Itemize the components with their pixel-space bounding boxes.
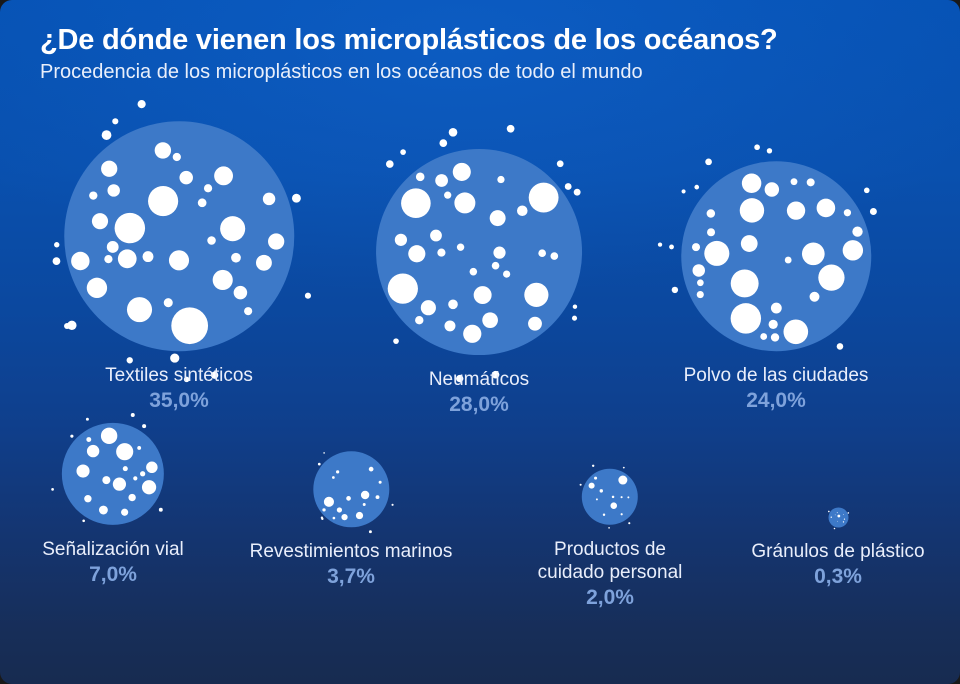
bubble-value: 28,0%: [449, 393, 509, 416]
bubble-label: Textiles sintéticos: [105, 365, 253, 386]
page-title: ¿De dónde vienen los microplásticos de l…: [40, 24, 778, 56]
bubble-value: 2,0%: [586, 586, 634, 609]
bubble-value: 0,3%: [814, 565, 862, 588]
bubble-label: Revestimientos marinos: [249, 541, 453, 562]
bubble-value: 24,0%: [746, 389, 806, 412]
bubble-label-block-productos-de-cuidado-personal: Productos de cuidado personal 2,0%: [520, 538, 700, 610]
bubble-polvo-de-las-ciudades: [657, 144, 877, 351]
bubble-label-block-textiles-sinteticos: Textiles sintéticos 35,0%: [29, 364, 329, 413]
bubble-label-block-senalizacion-vial: Señalización vial 7,0%: [0, 538, 243, 587]
bubble-label: Polvo de las ciudades: [683, 365, 869, 386]
bubble-value: 35,0%: [149, 389, 209, 412]
bubble-senalizacion-vial: [51, 413, 164, 525]
bubble-revestimientos-marinos: [312, 450, 394, 533]
bubble-textiles-sinteticos: [52, 99, 311, 382]
bubble-granulos-de-plastico: [827, 507, 849, 529]
bubble-label: Señalización vial: [42, 539, 184, 560]
bubble-neumaticos: [375, 124, 582, 383]
bubble-label: Neumáticos: [428, 369, 530, 390]
page-subtitle: Procedencia de los microplásticos en los…: [40, 61, 643, 83]
bubble-label-block-polvo-de-las-ciudades: Polvo de las ciudades 24,0%: [626, 364, 926, 413]
bubble-value: 7,0%: [89, 563, 137, 586]
bubble-label-block-revestimientos-marinos: Revestimientos marinos 3,7%: [211, 540, 491, 589]
bubble-label-block-granulos-de-plastico: Gránulos de plástico 0,3%: [708, 540, 960, 589]
footer: cc @Statista_ES Fuente: Unión Internacio…: [0, 609, 960, 684]
bubble-label: Productos de cuidado personal: [537, 539, 683, 583]
bubble-label: Gránulos de plástico: [751, 541, 925, 562]
bubble-value: 3,7%: [327, 565, 375, 588]
bubble-label-block-neumaticos: Neumáticos 28,0%: [329, 368, 629, 417]
bubble-productos-de-cuidado-personal: [579, 464, 638, 529]
